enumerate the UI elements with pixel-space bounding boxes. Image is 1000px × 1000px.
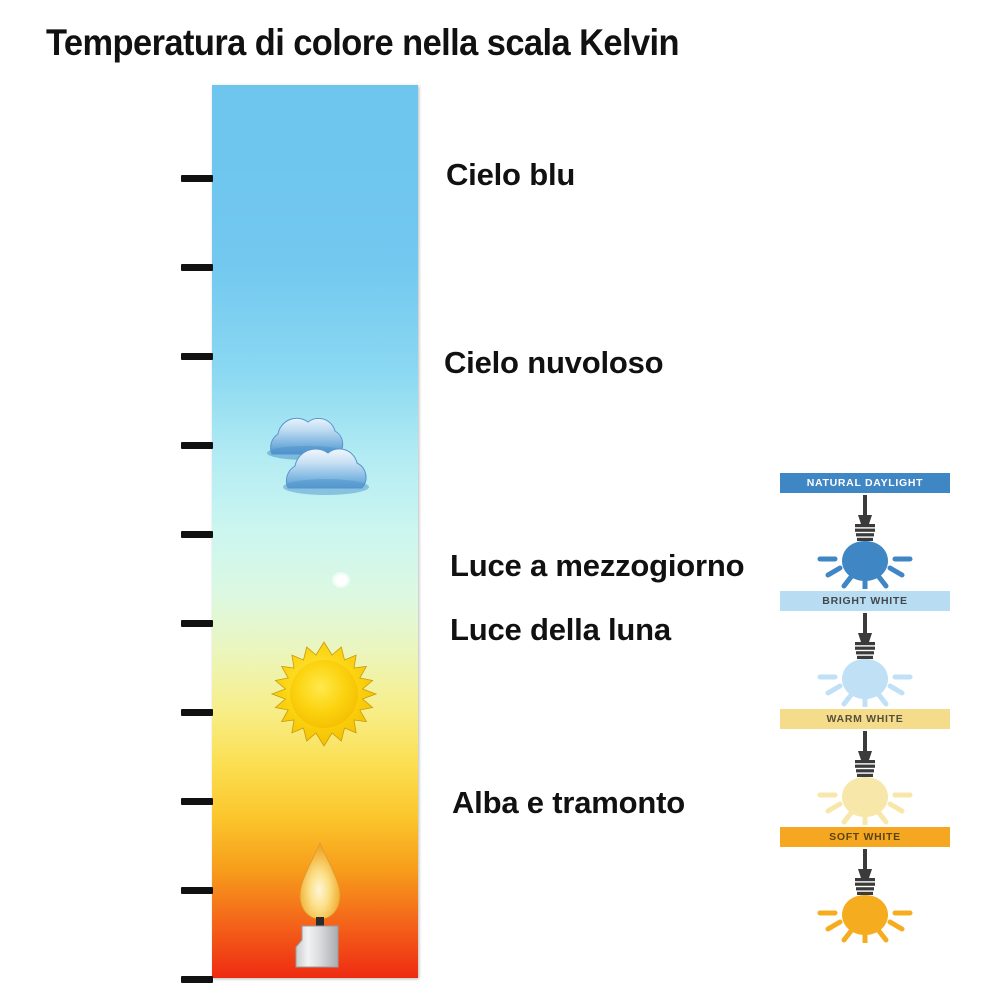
candle-wax bbox=[295, 925, 339, 968]
sun-icon bbox=[270, 641, 378, 747]
phenomenon-label-luce-della-luna: Luce della luna bbox=[450, 612, 671, 647]
bulb-banner-bright-white: BRIGHT WHITE bbox=[780, 591, 950, 611]
bulb-card-bright-white[interactable]: BRIGHT WHITE bbox=[780, 591, 950, 707]
scale-tick bbox=[181, 887, 213, 894]
bulb-socket-natural-daylight bbox=[855, 524, 875, 541]
bulb-socket-bright-white bbox=[855, 642, 875, 659]
bulb-cord-bright-white bbox=[858, 613, 872, 642]
bulb-rays-soft-white bbox=[817, 910, 913, 943]
candle-icon bbox=[295, 842, 341, 968]
scale-tick bbox=[181, 175, 213, 182]
phenomenon-label-cielo-nuvoloso: Cielo nuvoloso bbox=[444, 345, 664, 380]
bulb-glass-bright-white bbox=[842, 659, 888, 699]
scale-tick bbox=[181, 353, 213, 360]
bulb-glass-natural-daylight bbox=[842, 541, 888, 581]
scale-tick bbox=[181, 798, 213, 805]
bulb-card-soft-white[interactable]: SOFT WHITE bbox=[780, 827, 950, 943]
bulb-socket-soft-white bbox=[855, 878, 875, 895]
bulb-card-warm-white[interactable]: WARM WHITE bbox=[780, 709, 950, 825]
bulb-icon-warm-white bbox=[780, 729, 950, 825]
scale-tick bbox=[181, 264, 213, 271]
scale-tick bbox=[181, 976, 213, 983]
bulb-rays-warm-white bbox=[817, 792, 913, 825]
kelvin-scale: 10 000 9000 8000 7000 6000 5000 4000 300… bbox=[0, 0, 460, 1000]
scale-tick bbox=[181, 620, 213, 627]
scale-tick bbox=[181, 709, 213, 716]
bulb-legend: NATURAL DAYLIGHT bbox=[780, 473, 960, 945]
scale-tick bbox=[181, 442, 213, 449]
bulb-rays-bright-white bbox=[817, 674, 913, 707]
cloud-icon bbox=[267, 417, 369, 495]
bulb-icon-bright-white bbox=[780, 611, 950, 707]
bulb-cord-natural-daylight bbox=[858, 495, 872, 524]
bulb-cord-warm-white bbox=[858, 731, 872, 760]
bulb-banner-soft-white: SOFT WHITE bbox=[780, 827, 950, 847]
page-title: Temperatura di colore nella scala Kelvin bbox=[46, 22, 680, 63]
bulb-socket-warm-white bbox=[855, 760, 875, 777]
candle-flame bbox=[299, 842, 341, 920]
bulb-icon-natural-daylight bbox=[780, 493, 950, 589]
bulb-banner-warm-white: WARM WHITE bbox=[780, 709, 950, 729]
bulb-rays-natural-daylight bbox=[817, 556, 913, 589]
bulb-card-natural-daylight[interactable]: NATURAL DAYLIGHT bbox=[780, 473, 950, 589]
bulb-banner-natural-daylight: NATURAL DAYLIGHT bbox=[780, 473, 950, 493]
bulb-glass-soft-white bbox=[842, 895, 888, 935]
scale-tick bbox=[181, 531, 213, 538]
bulb-glass-warm-white bbox=[842, 777, 888, 817]
bulb-cord-soft-white bbox=[858, 849, 872, 878]
sun-disc bbox=[290, 660, 358, 728]
bulb-icon-soft-white bbox=[780, 847, 950, 943]
kelvin-gradient-bar bbox=[212, 85, 418, 978]
candle-wick bbox=[316, 917, 324, 926]
phenomenon-label-cielo-blu: Cielo blu bbox=[446, 157, 576, 192]
moon-dot-icon bbox=[332, 572, 350, 588]
phenomenon-label-luce-a-mezzogiorno: Luce a mezzogiorno bbox=[450, 548, 745, 583]
phenomenon-label-alba-e-tramonto: Alba e tramonto bbox=[452, 785, 685, 820]
